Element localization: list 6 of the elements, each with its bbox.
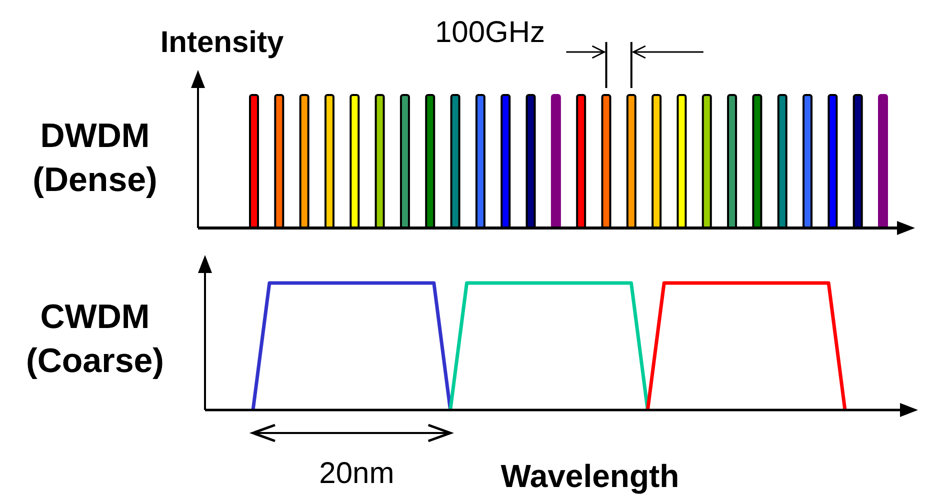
x-axis-title: Wavelength (500, 458, 680, 494)
text: DWDM (Dense) (32, 117, 158, 199)
text: CWDM (Coarse) (26, 298, 164, 380)
text: 100GHz (434, 16, 546, 49)
y-axis-title: Intensity (160, 26, 284, 59)
text: 20nm (319, 457, 394, 490)
